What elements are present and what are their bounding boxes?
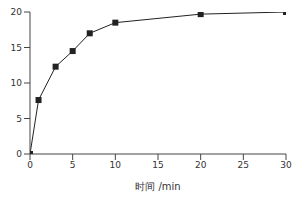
- svg-text:25: 25: [238, 160, 249, 170]
- svg-text:10: 10: [110, 160, 122, 170]
- svg-text:0: 0: [16, 149, 22, 159]
- svg-text:5: 5: [16, 114, 22, 124]
- svg-text:10: 10: [11, 78, 23, 88]
- svg-text:20: 20: [11, 7, 23, 17]
- svg-text:30: 30: [280, 160, 292, 170]
- svg-text:15: 15: [152, 160, 163, 170]
- svg-text:15: 15: [11, 43, 22, 53]
- svg-text:0: 0: [27, 160, 33, 170]
- svg-text:时间 /min: 时间 /min: [135, 181, 180, 192]
- svg-text:5: 5: [70, 160, 76, 170]
- svg-text:20: 20: [195, 160, 207, 170]
